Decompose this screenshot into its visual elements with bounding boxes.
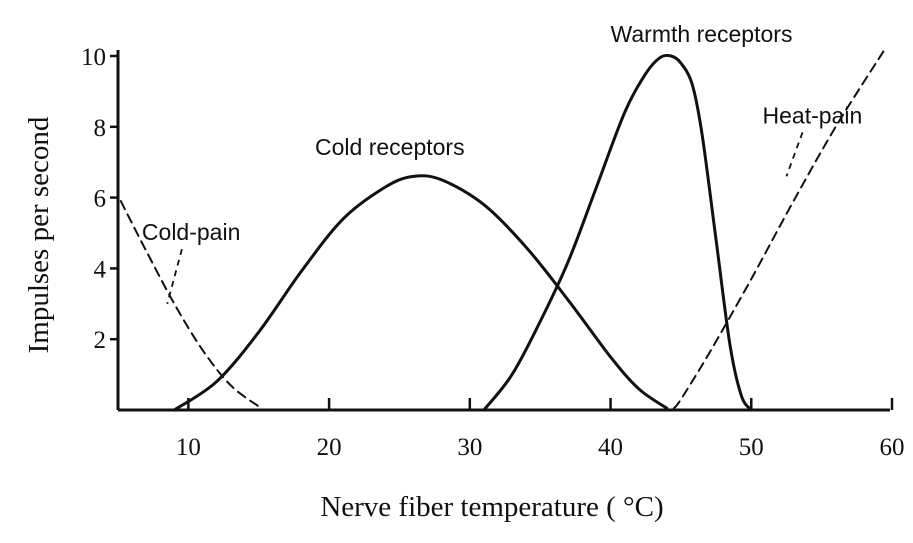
x-tick-label: 10 xyxy=(176,434,201,461)
x-tick-label: 60 xyxy=(880,434,905,461)
heat-pain-label: Heat-pain xyxy=(763,102,863,128)
cold-receptors-label: Cold receptors xyxy=(315,134,465,160)
warmth-receptors-label: Warmth receptors xyxy=(611,21,793,47)
annotations: Cold-pain Cold receptors Warmth receptors H… xyxy=(142,21,863,305)
x-tick-label: 30 xyxy=(457,434,482,461)
y-tick-label: 4 xyxy=(94,256,107,283)
warmth-receptors-curve xyxy=(482,53,753,412)
x-tick-label: 20 xyxy=(317,434,342,461)
x-tick-label: 50 xyxy=(739,434,764,461)
x-axis-title: Nerve fiber temperature ( °C) xyxy=(320,491,663,523)
tick-marks: 10 20 30 40 50 60 2 4 6 8 10 xyxy=(81,44,905,461)
heat-pain-curve xyxy=(672,47,886,410)
heat-pain-pointer xyxy=(785,131,804,177)
y-tick-label: 8 xyxy=(94,115,107,142)
y-tick-label: 2 xyxy=(94,327,107,354)
cold-pain-curve xyxy=(119,200,260,408)
y-tick-label: 6 xyxy=(94,186,107,213)
cold-pain-label: Cold-pain xyxy=(142,219,240,245)
y-tick-label: 10 xyxy=(81,44,106,71)
series-layer xyxy=(119,47,886,412)
y-axis-title: Impulses per second xyxy=(23,116,55,353)
cold-pain-pointer xyxy=(166,248,183,305)
axes xyxy=(116,50,890,412)
x-tick-label: 40 xyxy=(598,434,623,461)
cold-receptors-curve xyxy=(172,174,669,412)
